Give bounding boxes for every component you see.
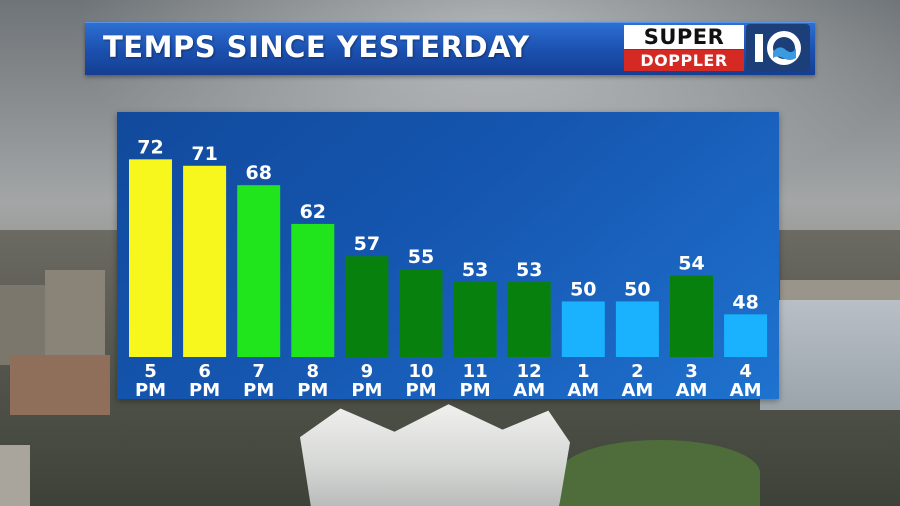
channel-10-logo-icon [746, 24, 810, 72]
x-tick-hour: 11 [463, 361, 488, 382]
bar-value-label: 68 [245, 162, 271, 184]
x-tick-hour: 12 [517, 361, 542, 382]
bar-value-label: 48 [732, 291, 758, 313]
bar-4 [345, 256, 389, 357]
bar-value-label: 54 [678, 253, 704, 275]
page-title: TEMPS SINCE YESTERDAY [103, 30, 530, 64]
logo-doppler-text: DOPPLER [624, 50, 744, 71]
bar-0 [129, 159, 172, 357]
bar-value-label: 57 [354, 233, 380, 255]
x-tick-period: PM [189, 380, 220, 399]
background-amphitheater [300, 404, 570, 506]
x-tick-hour: 4 [739, 361, 752, 382]
bar-value-label: 53 [516, 259, 542, 281]
x-tick-hour: 10 [408, 361, 433, 382]
bar-value-label: 50 [570, 278, 596, 300]
x-tick-hour: 5 [144, 361, 157, 382]
x-tick-hour: 6 [198, 361, 211, 382]
bar-7 [507, 282, 551, 357]
x-tick-period: AM [676, 380, 708, 399]
x-tick-period: PM [405, 380, 436, 399]
x-tick-period: PM [460, 380, 491, 399]
background-water [760, 300, 900, 410]
bar-5 [399, 269, 443, 357]
x-tick-period: PM [297, 380, 328, 399]
bar-8 [561, 301, 605, 357]
logo-super-text: SUPER [624, 25, 744, 49]
bar-10 [670, 275, 713, 357]
x-tick-hour: 3 [685, 361, 698, 382]
x-tick-hour: 9 [361, 361, 374, 382]
bar-3 [291, 223, 335, 357]
x-tick-hour: 8 [307, 361, 320, 382]
bar-2 [237, 185, 281, 357]
bar-value-label: 53 [462, 259, 488, 281]
chart-panel: 72 5 PM 71 6 PM 68 7 PM 62 8 PM 57 9 PM 55 10 PM 53 11 PM 53 1… [117, 112, 779, 399]
x-tick-period: PM [243, 380, 274, 399]
temperature-bar-chart: 725PM716PM687PM628PM579PM5510PM5311PM531… [129, 136, 768, 399]
x-tick-period: AM [730, 380, 762, 399]
x-tick-period: PM [351, 380, 382, 399]
x-tick-period: AM [513, 380, 545, 399]
x-tick-period: PM [135, 380, 166, 399]
bar-value-label: 62 [300, 201, 326, 223]
bar-6 [453, 282, 497, 357]
bar-value-label: 50 [624, 278, 650, 300]
background-lawn [560, 440, 760, 506]
x-tick-hour: 7 [252, 361, 265, 382]
x-tick-hour: 2 [631, 361, 644, 382]
x-tick-hour: 1 [577, 361, 590, 382]
bar-11 [724, 314, 768, 357]
x-tick-period: AM [621, 380, 653, 399]
bar-9 [615, 301, 659, 357]
x-tick-period: AM [567, 380, 599, 399]
bar-value-label: 55 [408, 246, 434, 268]
bar-value-label: 71 [191, 143, 217, 165]
bar-1 [183, 165, 227, 357]
super-doppler-logo: SUPER DOPPLER [620, 22, 815, 74]
bar-value-label: 72 [137, 136, 163, 158]
